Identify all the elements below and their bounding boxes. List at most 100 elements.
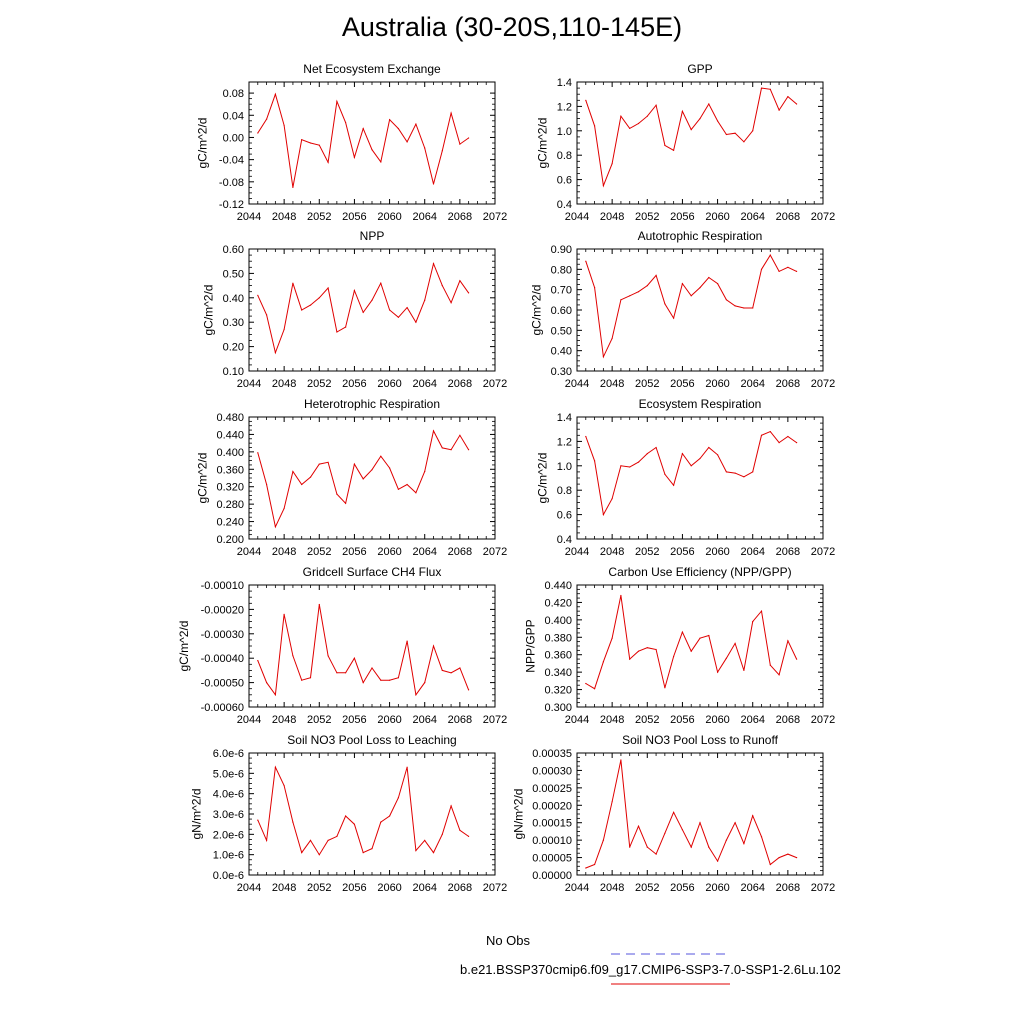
panel-5-data-point: [450, 449, 452, 451]
panel-4-ytick-label: 0.50: [551, 325, 572, 337]
panel-10-series-line: [585, 759, 797, 869]
panel-5-data-point: [336, 493, 338, 495]
panel-10-xtick-label: 2056: [670, 882, 694, 894]
panel-4-data-point: [734, 305, 736, 307]
panel-5-xtick-label: 2064: [412, 546, 436, 558]
panel-10-ytick-label: 0.00020: [532, 800, 572, 812]
panel-8-data-point: [620, 594, 622, 597]
panel-2-data-point: [717, 120, 719, 122]
panel-7-data-point: [389, 679, 391, 681]
panel-4-data-point: [725, 299, 728, 301]
panel-7-xtick-label: 2056: [342, 714, 366, 726]
panel-5-data-point: [257, 452, 259, 454]
panel-8-title: Carbon Use Efficiency (NPP/GPP): [608, 565, 791, 579]
panel-6-data-point: [778, 442, 780, 444]
panel-9-ytick-label: 4.0e-6: [213, 789, 244, 801]
panel-10-data-point: [611, 801, 613, 803]
panel-10-ytick-label: 0.00005: [532, 853, 572, 865]
panel-2-data-point: [690, 129, 692, 131]
panel-2-xtick-label: 2048: [600, 211, 624, 223]
panel-2-data-point: [778, 109, 780, 111]
panel-4-data-point: [620, 299, 622, 301]
panel-6-data-point: [664, 473, 666, 475]
panel-6-xtick-label: 2048: [600, 546, 624, 558]
panel-2-ytick-label: 0.4: [557, 199, 572, 211]
panel-6-frame: [576, 416, 824, 540]
legend-case-label: b.e21.BSSP370cmip6.f09_g17.CMIP6-SSP3-7.…: [460, 962, 841, 977]
panel-1-xtick-label: 2060: [377, 211, 401, 223]
panel-7-data-point: [274, 694, 276, 696]
panel-2-ytick-label: 0.8: [557, 150, 572, 162]
panel-9-frame: [248, 752, 496, 876]
panel-5-frame: [248, 416, 496, 540]
panel-2-data-point: [664, 144, 666, 146]
panel-2-data-point: [743, 141, 745, 143]
panel-7-title: Gridcell Surface CH4 Flux: [303, 565, 442, 579]
panel-5-data-point: [389, 467, 391, 469]
panel-8-data-point: [734, 642, 736, 645]
panel-4-data-point: [664, 303, 666, 305]
panel-8-data-point: [646, 647, 648, 649]
panel-1-ylabel: gC/m^2/d: [196, 118, 210, 169]
panel-2-data-point: [699, 118, 701, 120]
panel-10-data-point: [743, 843, 745, 845]
panel-3-data-point: [345, 326, 347, 328]
panel-3-data-point: [441, 285, 443, 287]
panel-5-data-point: [274, 526, 276, 528]
panel-4-xtick-label: 2044: [565, 378, 589, 390]
panel-1-ytick-label: 0.04: [223, 110, 244, 122]
panel-4-data-point: [602, 356, 605, 358]
panel-3-xtick-label: 2056: [342, 378, 366, 390]
panel-8-xtick-label: 2056: [670, 714, 694, 726]
panel-5-data-point: [380, 455, 382, 457]
panel-8-series-line: [585, 595, 798, 690]
panel-9-data-point: [397, 797, 399, 799]
panel-9-title: Soil NO3 Pool Loss to Leaching: [287, 733, 456, 747]
panel-6-ytick-label: 0.6: [557, 510, 572, 522]
panel-5-data-point: [283, 507, 285, 510]
panel-2-data-point: [620, 115, 622, 117]
panel-7-data-point: [309, 677, 312, 679]
panel-7-ylabel: gC/m^2/d: [177, 621, 191, 672]
panel-1-title: Net Ecosystem Exchange: [303, 62, 441, 76]
panel-9-ytick-label: 0.0e-6: [213, 870, 244, 882]
panel-3-data-point: [380, 282, 382, 284]
panel-3-ytick-label: 0.40: [223, 293, 244, 305]
panel-6-ytick-label: 1.2: [557, 436, 572, 448]
panel-4-data-point: [585, 260, 587, 262]
panel-7-data-point: [441, 669, 443, 672]
panel-5-data-point: [441, 447, 443, 449]
panel-6-data-point: [673, 484, 675, 486]
panel-7-xtick-label: 2064: [412, 714, 436, 726]
panel-8-xtick-label: 2064: [740, 714, 764, 726]
panel-7-ytick-label: -0.00020: [201, 604, 244, 616]
panel-4-xtick-label: 2056: [670, 378, 694, 390]
panel-5-data-point: [301, 483, 303, 486]
panel-4-ylabel: gC/m^2/d: [530, 285, 544, 336]
panel-1-data-point: [327, 161, 329, 163]
panel-2-data-point: [708, 103, 710, 105]
panel-4-data-point: [690, 295, 692, 297]
panel-2-ytick-label: 0.6: [557, 175, 572, 187]
panel-2-title: GPP: [687, 62, 712, 76]
panel-3-ytick-label: 0.60: [223, 244, 244, 256]
panel-10-data-point: [796, 857, 798, 859]
panel-6-xtick-label: 2060: [705, 546, 729, 558]
panel-5-xtick-label: 2060: [377, 546, 401, 558]
panel-2-xtick-label: 2052: [635, 211, 659, 223]
panel-8-data-point: [743, 669, 745, 672]
panel-7-data-point: [432, 645, 435, 647]
panel-8-data-point: [673, 655, 675, 658]
panel-3-data-point: [257, 294, 259, 296]
panel-6-data-point: [611, 498, 613, 500]
panel-1-xtick-label: 2064: [412, 211, 436, 223]
panel-4-ytick-label: 0.90: [551, 244, 572, 256]
panel-5-data-point: [266, 483, 268, 486]
legend-obs-label: No Obs: [485, 933, 531, 948]
panel-4-data-point: [752, 307, 754, 309]
panel-10-ytick-label: 0.00015: [532, 818, 572, 830]
panel-10-data-point: [734, 822, 736, 824]
panel-10-data-point: [594, 863, 596, 866]
panel-7-data-point: [283, 613, 285, 615]
panel-5-ytick-label: 0.480: [216, 412, 244, 424]
